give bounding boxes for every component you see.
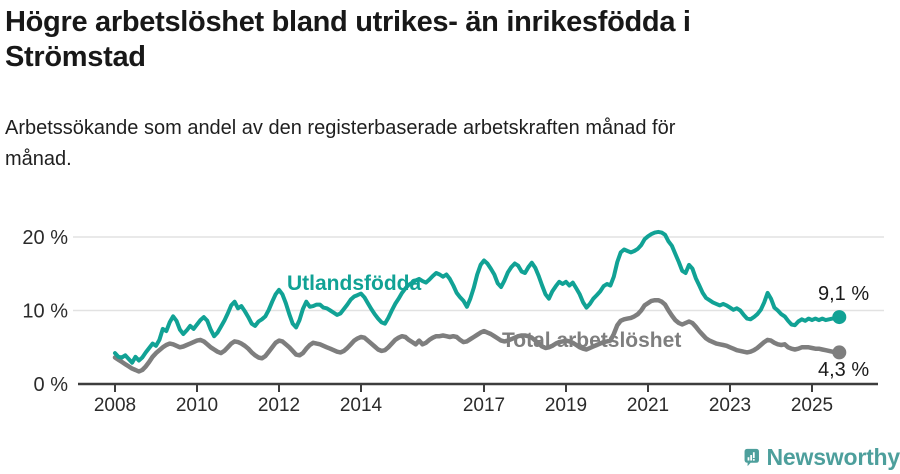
utlandsfodda-line [113, 229, 842, 365]
brand-name: Newsworthy [766, 444, 900, 470]
footer: Newsworthy [744, 441, 900, 474]
x-axis-tick-label: 2010 [176, 395, 218, 416]
chart-plot-area [112, 229, 847, 374]
x-axis-tick-label: 2014 [340, 395, 383, 416]
total-arbetsloshet-line [112, 297, 842, 374]
utlandsfodda-end-value-label: 9,1 % [818, 283, 869, 305]
x-axis-tick-label: 2019 [545, 395, 587, 416]
total-arbetsloshet-end-dot [832, 345, 847, 360]
exclamation-bar [752, 452, 755, 459]
y-axis-tick-label: 0 % [34, 374, 69, 396]
utlandsfodda-end-dot [832, 310, 847, 325]
newsworthy-logo-icon [744, 448, 759, 467]
exclamation-dot [752, 459, 755, 461]
x-axis-tick-label: 2021 [627, 395, 669, 416]
page-title-line1: Högre arbetslöshet bland utrikes- än inr… [5, 6, 691, 38]
y-axis-tick-label: 10 % [22, 301, 68, 323]
x-axis-tick-label: 2023 [709, 395, 751, 416]
total-arbetsloshet-series-label: Total arbetslöshet [502, 329, 681, 352]
page-subtitle: Arbetssökande som andel av den registerb… [5, 113, 865, 175]
page-title-line2: Strömstad [5, 41, 146, 73]
page-title: Högre arbetslöshet bland utrikes- än inr… [5, 5, 885, 75]
page-subtitle-line1: Arbetssökande som andel av den registerb… [5, 117, 676, 139]
bar-small [747, 457, 750, 461]
x-axis-tick-label: 2008 [94, 395, 136, 416]
x-axis-tick-label: 2017 [463, 395, 505, 416]
chart-axes: 0 % 10 % 20 % 2008 2010 2012 2014 2017 2019 2021 2… [22, 227, 884, 416]
utlandsfodda-series-label: Utlandsfödda [287, 272, 421, 295]
x-axis-tick-label: 2025 [791, 395, 833, 416]
y-axis-tick-label: 20 % [22, 227, 68, 249]
page-subtitle-line2: månad. [5, 148, 72, 170]
x-axis-tick-label: 2012 [258, 395, 300, 416]
bar-medium [750, 455, 753, 461]
total-arbetsloshet-end-value-label: 4,3 % [818, 359, 869, 381]
